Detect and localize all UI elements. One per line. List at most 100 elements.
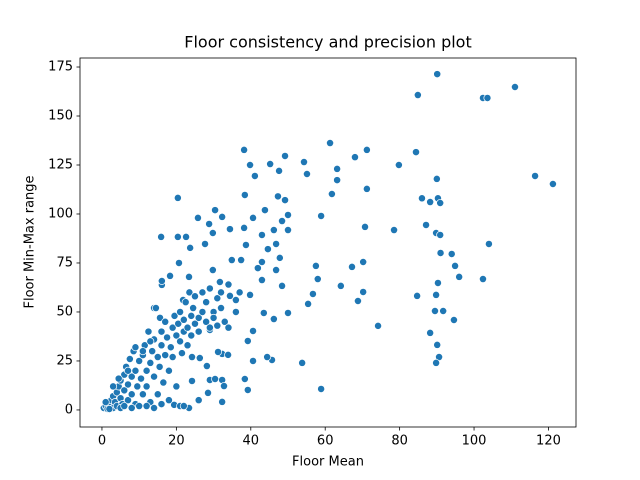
point — [135, 402, 144, 410]
point — [157, 400, 166, 409]
point — [317, 385, 326, 393]
point — [179, 402, 188, 410]
chart-title: Floor consistency and precision plot — [184, 33, 471, 52]
point — [194, 327, 203, 336]
point — [142, 402, 151, 410]
point — [224, 323, 233, 332]
point — [133, 382, 142, 391]
point — [127, 390, 136, 399]
point — [124, 380, 132, 389]
point — [205, 323, 214, 332]
point — [260, 206, 269, 215]
point — [333, 176, 342, 185]
point — [144, 327, 153, 336]
axes-frame — [79, 57, 577, 428]
point — [266, 160, 275, 168]
point — [284, 308, 292, 317]
point — [202, 298, 211, 307]
point — [224, 280, 233, 289]
point — [304, 299, 313, 308]
point — [413, 291, 422, 300]
point — [246, 290, 254, 299]
point — [511, 83, 519, 91]
point — [153, 390, 162, 399]
point — [127, 372, 136, 381]
point — [269, 226, 278, 235]
point — [432, 358, 441, 367]
point — [156, 313, 164, 322]
point — [362, 145, 371, 154]
point — [439, 307, 448, 315]
point — [484, 240, 493, 248]
point — [447, 250, 456, 258]
y-tick-label: 150 — [48, 109, 73, 124]
point — [187, 311, 196, 320]
point — [142, 366, 151, 375]
point — [185, 288, 194, 297]
point — [191, 319, 199, 328]
point — [218, 212, 227, 221]
point — [166, 343, 175, 352]
point — [135, 357, 144, 365]
point — [155, 362, 164, 371]
point — [185, 272, 193, 281]
point — [157, 327, 166, 336]
point — [188, 376, 196, 385]
point — [164, 396, 173, 405]
point — [168, 323, 177, 332]
point — [138, 347, 147, 356]
point — [205, 284, 214, 293]
point — [191, 292, 199, 301]
point — [250, 172, 259, 180]
point — [354, 297, 362, 305]
point — [237, 256, 246, 264]
point — [278, 281, 286, 290]
point — [275, 253, 284, 262]
point — [531, 172, 540, 180]
point — [433, 70, 442, 79]
point — [209, 313, 218, 322]
point — [182, 232, 190, 241]
point — [240, 223, 249, 232]
point — [215, 278, 224, 286]
point — [240, 191, 249, 199]
point — [189, 304, 198, 312]
point — [242, 240, 250, 249]
point — [157, 232, 166, 241]
point — [183, 341, 192, 350]
point — [214, 347, 222, 356]
y-tick-label: 50 — [56, 304, 73, 319]
x-tick-label: 80 — [391, 434, 408, 449]
point — [240, 375, 249, 383]
point — [243, 386, 252, 394]
point — [227, 256, 236, 264]
point — [284, 211, 292, 219]
y-tick-label: 75 — [56, 255, 73, 270]
point — [217, 288, 225, 297]
point — [243, 337, 252, 345]
point — [208, 229, 217, 237]
point — [436, 231, 445, 239]
point — [120, 402, 129, 410]
point — [194, 213, 202, 222]
point — [281, 196, 289, 205]
point — [361, 222, 369, 231]
point — [450, 316, 458, 324]
point — [422, 221, 430, 229]
point — [157, 277, 166, 285]
point — [220, 317, 229, 326]
point — [436, 199, 445, 207]
point — [226, 225, 234, 234]
point — [150, 404, 158, 412]
point — [231, 308, 240, 316]
x-tick-label: 20 — [168, 434, 185, 449]
y-tick-label: 0 — [65, 402, 73, 417]
point — [451, 261, 460, 270]
point — [166, 271, 174, 280]
point — [348, 262, 356, 271]
point — [274, 192, 282, 201]
point — [249, 357, 257, 365]
point — [249, 327, 257, 335]
point — [109, 382, 118, 391]
